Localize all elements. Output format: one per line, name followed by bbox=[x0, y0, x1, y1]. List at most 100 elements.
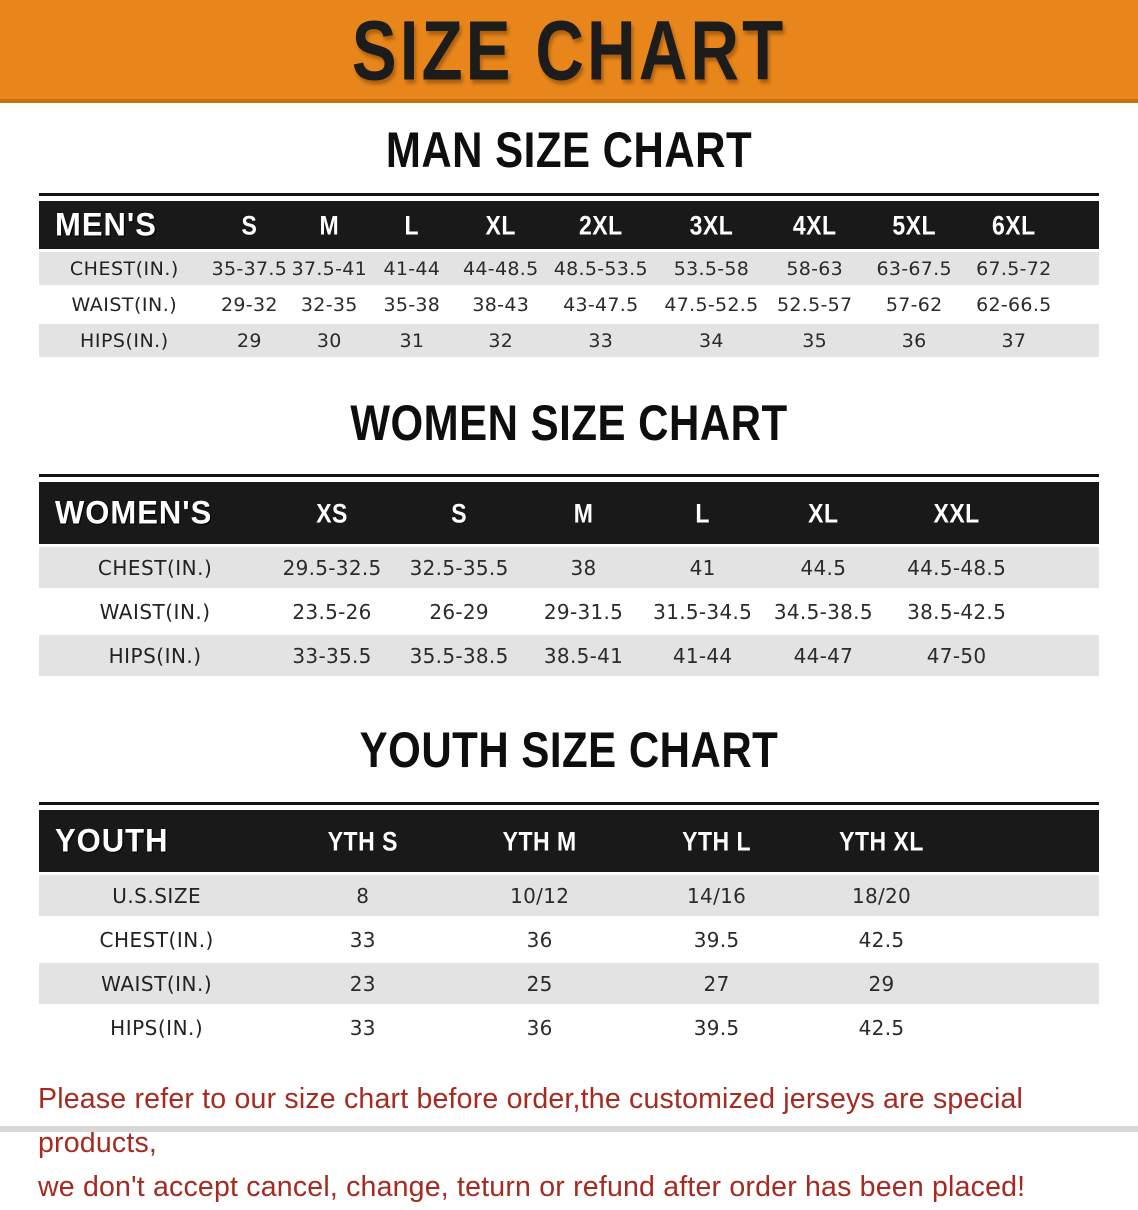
size-value-cell: 48.5-53.5 bbox=[547, 252, 655, 285]
size-value-cell: 29 bbox=[209, 324, 290, 357]
women-section-title: WOMEN SIZE CHART bbox=[0, 394, 1138, 450]
size-value-cell: 52.5-57 bbox=[768, 288, 861, 321]
table-header-row: YOUTH YTH S YTH M YTH L YTH XL bbox=[39, 810, 1099, 872]
header-label: XXL bbox=[933, 497, 980, 528]
size-value-cell: 36 bbox=[860, 324, 968, 357]
row-label-cell: WAIST(IN.) bbox=[39, 591, 272, 632]
size-value-cell: 42.5 bbox=[805, 1007, 1099, 1048]
size-value-cell: 35.5-38.5 bbox=[392, 635, 526, 676]
table-row: CHEST(IN.) 29.5-32.5 32.5-35.5 38 41 44.5 44.5… bbox=[39, 547, 1099, 588]
size-value-cell: 31 bbox=[369, 324, 455, 357]
size-value-cell: 43-47.5 bbox=[547, 288, 655, 321]
header-label: M bbox=[319, 209, 340, 240]
size-column-header: YTH XL bbox=[805, 810, 1099, 872]
size-value-cell: 41-44 bbox=[641, 635, 764, 676]
size-column-header: XL bbox=[454, 201, 548, 249]
size-value-cell: 34 bbox=[654, 324, 769, 357]
youth-size-table-wrap: YOUTH YTH S YTH M YTH L YTH XL U.S.SIZE 8 10/12… bbox=[39, 802, 1099, 1051]
size-value-cell: 44.5-48.5 bbox=[883, 547, 1099, 588]
size-column-header: 5XL bbox=[860, 201, 968, 249]
size-value-cell: 38 bbox=[525, 547, 642, 588]
header-label: S bbox=[451, 497, 468, 528]
table-category-header: YOUTH bbox=[39, 810, 275, 872]
size-column-header: YTH L bbox=[628, 810, 806, 872]
size-value-cell: 39.5 bbox=[628, 919, 806, 960]
size-value-cell: 33 bbox=[274, 1007, 452, 1048]
size-value-cell: 26-29 bbox=[392, 591, 526, 632]
size-value-cell: 42.5 bbox=[805, 919, 1099, 960]
size-value-cell: 44-48.5 bbox=[454, 252, 548, 285]
size-value-cell: 29-31.5 bbox=[525, 591, 642, 632]
size-column-header: 3XL bbox=[654, 201, 769, 249]
header-label: YTH S bbox=[327, 825, 398, 856]
row-label-cell: HIPS(IN.) bbox=[39, 324, 210, 357]
table-row: WAIST(IN.) 23 25 27 29 bbox=[39, 963, 1099, 1004]
size-value-cell: 32-35 bbox=[289, 288, 370, 321]
size-column-header: M bbox=[525, 482, 642, 544]
size-value-cell: 38.5-42.5 bbox=[883, 591, 1099, 632]
header-label: 2XL bbox=[578, 209, 623, 240]
row-label-cell: CHEST(IN.) bbox=[39, 919, 275, 960]
header-label: MEN'S bbox=[55, 206, 157, 243]
header-label: XL bbox=[485, 209, 516, 240]
size-value-cell: 47-50 bbox=[883, 635, 1099, 676]
youth-size-table: YOUTH YTH S YTH M YTH L YTH XL U.S.SIZE 8 10/12… bbox=[39, 807, 1099, 1051]
header-label: S bbox=[241, 209, 258, 240]
size-chart-banner: SIZE CHART bbox=[0, 0, 1138, 103]
disclaimer-line-1: Please refer to our size chart before or… bbox=[38, 1083, 1024, 1160]
size-value-cell: 31.5-34.5 bbox=[641, 591, 764, 632]
size-value-cell: 23 bbox=[274, 963, 452, 1004]
size-value-cell: 36 bbox=[451, 919, 629, 960]
row-label-cell: HIPS(IN.) bbox=[39, 635, 272, 676]
size-value-cell: 29.5-32.5 bbox=[271, 547, 393, 588]
size-value-cell: 63-67.5 bbox=[860, 252, 968, 285]
size-value-cell: 67.5-72 bbox=[967, 252, 1099, 285]
size-value-cell: 53.5-58 bbox=[654, 252, 769, 285]
row-label-cell: CHEST(IN.) bbox=[39, 547, 272, 588]
size-column-header: 4XL bbox=[768, 201, 861, 249]
table-category-header: WOMEN'S bbox=[39, 482, 272, 544]
size-column-header: M bbox=[289, 201, 370, 249]
header-label: L bbox=[404, 209, 420, 240]
header-label: 4XL bbox=[792, 209, 837, 240]
size-column-header: L bbox=[641, 482, 764, 544]
size-value-cell: 33 bbox=[547, 324, 655, 357]
size-value-cell: 41 bbox=[641, 547, 764, 588]
size-column-header: XL bbox=[763, 482, 884, 544]
disclaimer-line-2: we don't accept cancel, change, teturn o… bbox=[38, 1171, 1026, 1204]
header-label: 5XL bbox=[892, 209, 937, 240]
size-column-header: YTH S bbox=[274, 810, 452, 872]
size-value-cell: 30 bbox=[289, 324, 370, 357]
size-value-cell: 36 bbox=[451, 1007, 629, 1048]
size-value-cell: 27 bbox=[628, 963, 806, 1004]
size-value-cell: 29 bbox=[805, 963, 1099, 1004]
banner-title: SIZE CHART bbox=[351, 2, 787, 97]
men-size-table: MEN'S S M L XL 2XL 3XL 4XL 5XL 6XL CHEST(IN.) 35-37… bbox=[39, 198, 1099, 360]
size-value-cell: 32.5-35.5 bbox=[392, 547, 526, 588]
size-value-cell: 23.5-26 bbox=[271, 591, 393, 632]
size-value-cell: 37.5-41 bbox=[289, 252, 370, 285]
header-label: YTH XL bbox=[839, 825, 924, 856]
row-label-cell: HIPS(IN.) bbox=[39, 1007, 275, 1048]
size-column-header: XS bbox=[271, 482, 393, 544]
men-size-table-wrap: MEN'S S M L XL 2XL 3XL 4XL 5XL 6XL CHEST(IN.) 35-37… bbox=[39, 193, 1099, 360]
table-header-row: MEN'S S M L XL 2XL 3XL 4XL 5XL 6XL bbox=[39, 201, 1099, 249]
table-row: U.S.SIZE 8 10/12 14/16 18/20 bbox=[39, 875, 1099, 916]
women-size-table: WOMEN'S XS S M L XL XXL CHEST(IN.) 29.5-32.5 32.5… bbox=[39, 479, 1099, 679]
man-section-title-text: MAN SIZE CHART bbox=[385, 121, 753, 178]
youth-section-title-text: YOUTH SIZE CHART bbox=[359, 721, 779, 778]
women-size-table-wrap: WOMEN'S XS S M L XL XXL CHEST(IN.) 29.5-32.5 32.5… bbox=[39, 474, 1099, 679]
size-value-cell: 62-66.5 bbox=[967, 288, 1099, 321]
bottom-edge-divider bbox=[0, 1126, 1138, 1132]
header-label: 3XL bbox=[689, 209, 734, 240]
size-value-cell: 34.5-38.5 bbox=[763, 591, 884, 632]
row-label-cell: WAIST(IN.) bbox=[39, 963, 275, 1004]
header-label: YOUTH bbox=[55, 822, 169, 859]
size-value-cell: 44-47 bbox=[763, 635, 884, 676]
size-value-cell: 10/12 bbox=[451, 875, 629, 916]
header-label: YTH L bbox=[682, 825, 752, 856]
size-value-cell: 8 bbox=[274, 875, 452, 916]
size-column-header: XXL bbox=[883, 482, 1099, 544]
size-value-cell: 38-43 bbox=[454, 288, 548, 321]
table-row: WAIST(IN.) 29-32 32-35 35-38 38-43 43-47.5 47.… bbox=[39, 288, 1099, 321]
